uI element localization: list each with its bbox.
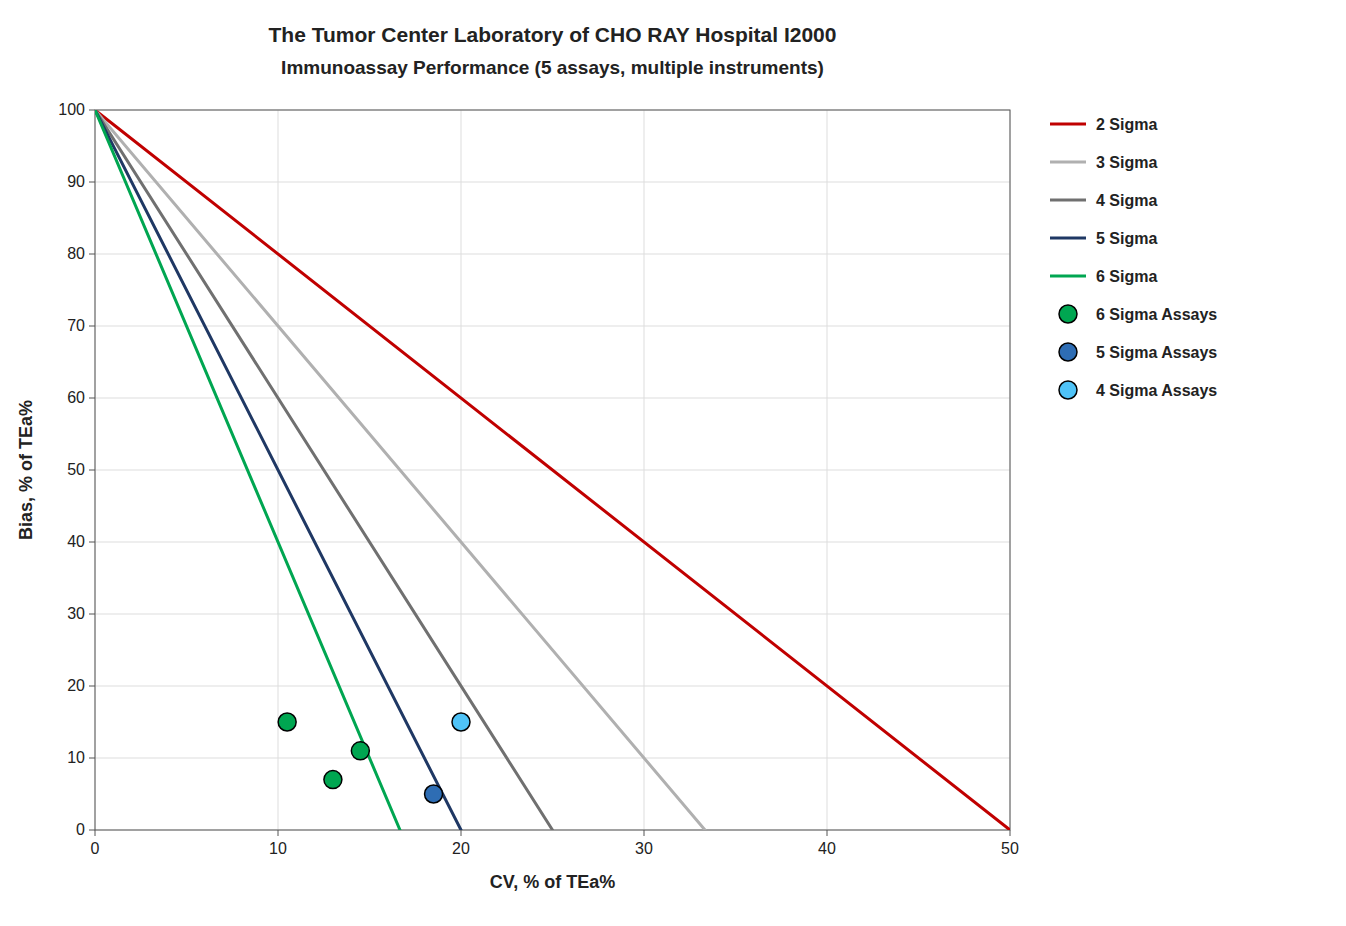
- marks: [95, 110, 1010, 830]
- legend-swatch: [1059, 343, 1077, 361]
- sigma-line: [95, 110, 1010, 830]
- y-tick: [89, 470, 95, 471]
- y-tick: [89, 110, 95, 111]
- legend-swatch: [1050, 161, 1086, 164]
- lines: [95, 110, 1010, 830]
- y-tick-label: 90: [67, 173, 85, 190]
- scatter-point: [425, 785, 443, 803]
- x-tick: [827, 830, 828, 836]
- legend-label: 5 Sigma: [1096, 230, 1157, 247]
- x-tick-label: 20: [452, 840, 470, 857]
- sigma-line: [95, 110, 461, 830]
- legend-swatch: [1059, 381, 1077, 399]
- x-tick-label: 30: [635, 840, 653, 857]
- y-grid-line: [95, 686, 1010, 687]
- legend-swatch: [1059, 305, 1077, 323]
- y-tick-label: 100: [58, 101, 85, 118]
- chart: The Tumor Center Laboratory of CHO RAY H…: [0, 0, 1346, 926]
- y-tick-label: 0: [76, 821, 85, 838]
- y-tick: [89, 614, 95, 615]
- legend-label: 2 Sigma: [1096, 116, 1157, 133]
- x-axis-label: CV, % of TEa%: [490, 872, 615, 892]
- x-tick: [1010, 830, 1011, 836]
- y-tick: [89, 758, 95, 759]
- x-tick: [95, 830, 96, 836]
- x-tick: [644, 830, 645, 836]
- y-tick: [89, 398, 95, 399]
- y-tick: [89, 542, 95, 543]
- x-tick-label: 50: [1001, 840, 1019, 857]
- y-tick: [89, 686, 95, 687]
- y-tick: [89, 830, 95, 831]
- sigma-line: [95, 110, 400, 830]
- y-axis-label: Bias, % of TEa%: [16, 400, 36, 540]
- y-tick-label: 70: [67, 317, 85, 334]
- y-grid-line: [95, 614, 1010, 615]
- legend: 2 Sigma 3 Sigma 4 Sigma 5 Sigma 6 Sigma 6 Sig…: [1050, 116, 1217, 399]
- subtitle: Immunoassay Performance (5 assays, multi…: [281, 57, 824, 78]
- sigma-line: [95, 110, 553, 830]
- y-tick: [89, 182, 95, 183]
- sigma-line: [95, 110, 705, 830]
- legend-swatch: [1050, 275, 1086, 278]
- y-tick-label: 30: [67, 605, 85, 622]
- x-tick-label: 10: [269, 840, 287, 857]
- axes: 0 10 20 30 40 50 0 10 20 30 40 50 60 70 80 90 100: [58, 101, 1019, 857]
- x-tick-label: 40: [818, 840, 836, 857]
- title: The Tumor Center Laboratory of CHO RAY H…: [269, 23, 837, 46]
- legend-swatch: [1050, 237, 1086, 240]
- y-tick: [89, 254, 95, 255]
- y-grid-line: [95, 542, 1010, 543]
- x-tick: [278, 830, 279, 836]
- y-tick-label: 80: [67, 245, 85, 262]
- y-tick-label: 50: [67, 461, 85, 478]
- legend-label: 6 Sigma: [1096, 268, 1157, 285]
- legend-label: 3 Sigma: [1096, 154, 1157, 171]
- legend-label: 5 Sigma Assays: [1096, 344, 1217, 361]
- legend-swatch: [1050, 199, 1086, 202]
- y-tick: [89, 326, 95, 327]
- scatter-point: [278, 713, 296, 731]
- x-tick: [461, 830, 462, 836]
- y-grid-line: [95, 398, 1010, 399]
- y-tick-label: 60: [67, 389, 85, 406]
- points: [278, 713, 470, 803]
- y-tick-label: 40: [67, 533, 85, 550]
- legend-label: 6 Sigma Assays: [1096, 306, 1217, 323]
- x-tick-label: 0: [91, 840, 100, 857]
- plot-frame: [95, 110, 1010, 830]
- y-tick-label: 10: [67, 749, 85, 766]
- scatter-point: [452, 713, 470, 731]
- y-grid-line: [95, 182, 1010, 183]
- legend-label: 4 Sigma Assays: [1096, 382, 1217, 399]
- legend-label: 4 Sigma: [1096, 192, 1157, 209]
- legend-swatch: [1050, 123, 1086, 126]
- scatter-point: [351, 742, 369, 760]
- grid: [95, 110, 1010, 830]
- y-tick-label: 20: [67, 677, 85, 694]
- y-grid-line: [95, 758, 1010, 759]
- y-grid-line: [95, 254, 1010, 255]
- scatter-point: [324, 771, 342, 789]
